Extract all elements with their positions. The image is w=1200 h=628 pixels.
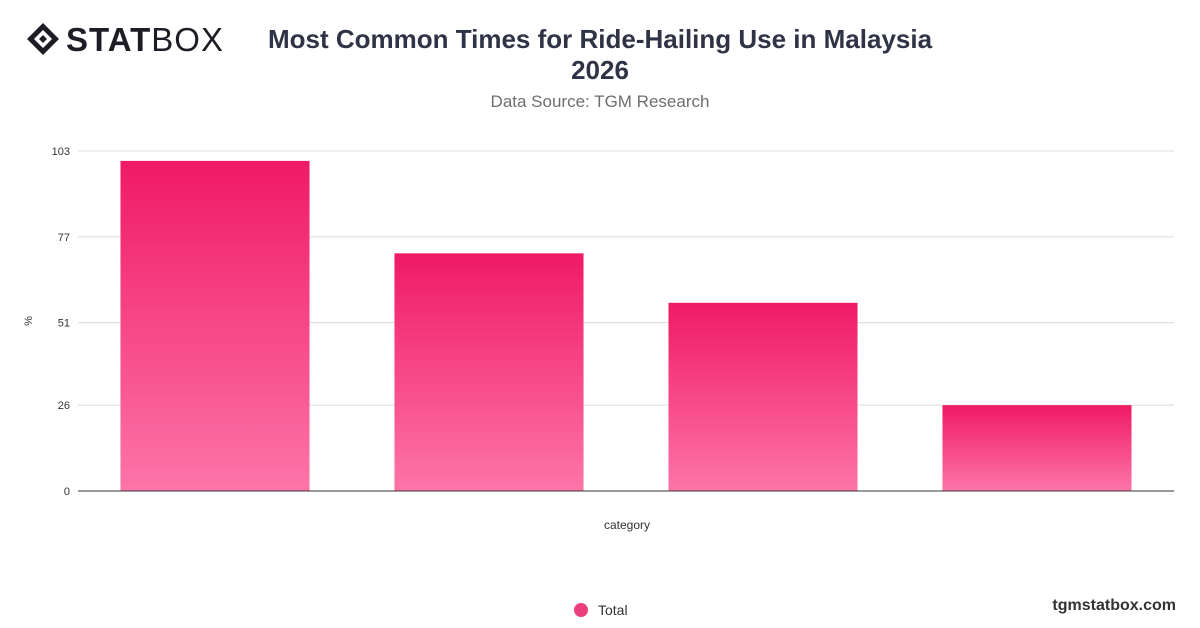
legend-marker: [574, 603, 588, 617]
bar-3[interactable]: [668, 302, 858, 491]
logo-light-text: BOX: [151, 20, 224, 58]
y-axis-ticks: 0 26 51 77 103: [52, 146, 70, 498]
bar-1[interactable]: [120, 160, 310, 492]
legend[interactable]: Total: [574, 602, 628, 618]
y-tick-label: 77: [58, 232, 70, 244]
y-tick-label: 0: [64, 486, 70, 498]
logo-diamond-icon: [27, 23, 59, 55]
legend-label-total: Total: [598, 602, 628, 618]
chart-title-line-2: 2026: [571, 55, 629, 85]
chart-title: Most Common Times for Ride-Hailing Use i…: [250, 24, 950, 86]
bar-4[interactable]: [942, 405, 1132, 491]
chart-subtitle: Data Source: TGM Research: [490, 92, 710, 111]
y-tick-label: 51: [58, 318, 70, 330]
y-axis-label: %: [23, 316, 35, 326]
x-axis-label: category: [604, 518, 650, 532]
y-tick-label: 26: [58, 400, 70, 412]
y-tick-label: 103: [52, 146, 70, 158]
bar-2[interactable]: [394, 253, 584, 491]
logo-bold-text: STAT: [66, 20, 152, 58]
statbox-logo: STATBOX: [26, 22, 224, 56]
bars: [120, 160, 1132, 492]
chart-title-line-1: Most Common Times for Ride-Hailing Use i…: [267, 24, 933, 54]
logo-wordmark: STATBOX: [66, 23, 224, 56]
site-url[interactable]: tgmstatbox.com: [1052, 597, 1176, 614]
